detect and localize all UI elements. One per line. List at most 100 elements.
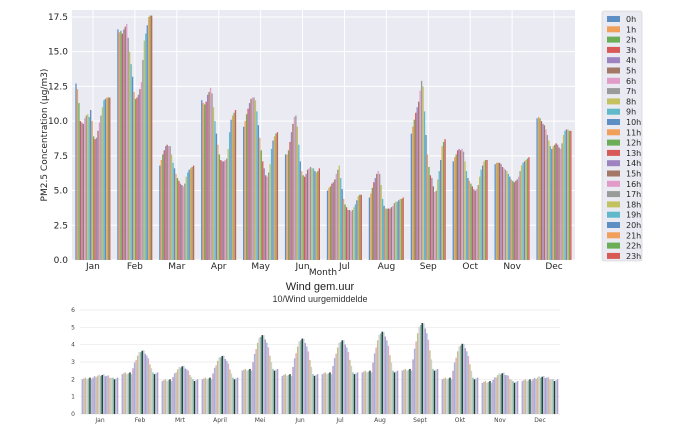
x-tick-label: Jul (338, 262, 350, 272)
legend-swatch (607, 201, 620, 208)
bar-21h-Jan (106, 97, 108, 260)
wind-bar-Jul-23 (356, 372, 359, 414)
wind-bar-Okt-15 (464, 348, 467, 414)
wind-bar-Aug-0 (361, 372, 364, 414)
bar-15h-Dec (558, 147, 560, 260)
wind-bar-Dec-1 (523, 380, 525, 414)
bar-11h-Oct (468, 180, 471, 260)
bar-13h-Oct (471, 186, 473, 260)
bar-1h-Aug (370, 193, 372, 260)
wind-bar-Mrt-7 (172, 377, 174, 414)
wind-bar-Mei-20 (272, 368, 274, 414)
bar-14h-Dec (556, 144, 559, 260)
bar-21h-Apr (231, 115, 234, 260)
wind-bar-April-20 (232, 377, 234, 414)
bar-7h-Nov (504, 169, 507, 260)
legend-label: 6h (626, 77, 636, 86)
wind-bar-Nov-19 (510, 380, 513, 414)
bar-6h-Feb (126, 23, 128, 260)
wind-bar-Dec-18 (549, 379, 551, 414)
bar-22h-Feb (149, 15, 151, 261)
bar-10h-Mar (173, 168, 176, 260)
bar-1h-Jul (328, 187, 330, 260)
wind-y-ticks: 0 1 2 3 4 5 6 (71, 307, 75, 418)
bar-13h-Nov (513, 182, 515, 260)
bar-12h-Feb (134, 98, 137, 260)
legend-label: 0h (626, 15, 636, 24)
bar-7h-Jan (85, 115, 87, 260)
bar-0h-Mar (159, 165, 161, 260)
bar-21h-Mar (190, 168, 192, 260)
wind-bar-Sept-11 (418, 326, 420, 414)
wind-bar-Feb-21 (153, 374, 156, 414)
bar-4h-Oct (458, 148, 460, 260)
wind-bar-Jun-14 (303, 338, 305, 414)
wind-bar-Aug-9 (375, 347, 377, 414)
bar-4h-Jan (81, 122, 83, 260)
bar-11h-Dec (552, 146, 554, 260)
wind-bar-Jun-19 (310, 366, 313, 414)
wind-bar-Sept-6 (410, 370, 413, 414)
bar-17h-Oct (477, 185, 479, 260)
wind-bar-Okt-6 (450, 379, 453, 414)
legend-swatch (607, 180, 620, 187)
bar-10h-Jan (90, 110, 92, 260)
bar-2h-Jan (78, 103, 80, 260)
wind-bar-Mei-16 (266, 342, 268, 414)
bar-18h-Jul (353, 207, 355, 260)
wind-bar-Mrt-11 (178, 366, 180, 414)
bar-4h-Mar (165, 146, 167, 260)
y-tick-label: 2 (71, 376, 75, 383)
wind-bar-Jun-23 (316, 374, 319, 414)
bar-6h-Aug (377, 171, 379, 260)
bar-13h-May (262, 161, 264, 260)
bar-7h-May (253, 97, 255, 260)
bar-23h-Jan (109, 97, 111, 260)
wind-bar-Feb-23 (156, 372, 159, 414)
bar-22h-Jun (317, 171, 319, 260)
wind-bar-Mei-22 (275, 369, 277, 414)
bar-8h-Aug (380, 185, 382, 260)
legend-swatch (607, 139, 620, 146)
wind-bar-Aug-11 (378, 334, 380, 414)
bar-8h-Feb (129, 51, 131, 260)
bar-11h-Jul (342, 198, 345, 260)
bar-5h-Oct (459, 150, 462, 260)
wind-bar-Mei-18 (269, 355, 271, 414)
bar-16h-Apr (224, 160, 226, 260)
wind-bar-Feb-14 (143, 350, 145, 414)
wind-bar-April-0 (201, 379, 204, 414)
legend-label: 15h (626, 170, 641, 179)
wind-bar-Okt-16 (466, 351, 468, 414)
bar-4h-Dec (542, 123, 544, 260)
bar-15h-Sep (432, 186, 435, 260)
bar-21h-Jun (315, 172, 318, 260)
bar-9h-Dec (549, 146, 551, 260)
bar-23h-Sep (444, 139, 446, 260)
wind-bar-Mrt-9 (175, 372, 177, 414)
legend-swatch (607, 211, 620, 218)
bar-0h-Jan (75, 83, 77, 260)
bar-16h-Jun (308, 168, 310, 260)
wind-bar-Sept-21 (433, 370, 436, 414)
wind-bar-Aug-2 (364, 370, 367, 414)
wind-bar-Jul-17 (347, 351, 350, 414)
wind-bar-Aug-12 (380, 333, 382, 414)
wind-bar-Okt-20 (472, 377, 474, 414)
bar-3h-Nov (498, 162, 501, 260)
bar-9h-Sep (423, 111, 426, 260)
wind-bar-Jan-22 (115, 378, 117, 414)
legend-swatch (607, 16, 620, 22)
wind-bar-Okt-9 (455, 357, 457, 414)
bar-21h-Oct (483, 161, 485, 260)
y-tick-label: 7.5 (54, 152, 68, 162)
wind-bar-Okt-2 (444, 377, 447, 414)
bar-14h-Oct (473, 189, 475, 260)
bar-1h-May (244, 121, 246, 260)
legend-swatch (607, 119, 620, 125)
bar-17h-Sep (435, 190, 437, 260)
wind-bar-Nov-13 (501, 373, 503, 414)
legend-swatch (607, 129, 620, 136)
wind-bar-Nov-9 (495, 377, 497, 414)
wind-bar-Nov-6 (490, 382, 493, 414)
